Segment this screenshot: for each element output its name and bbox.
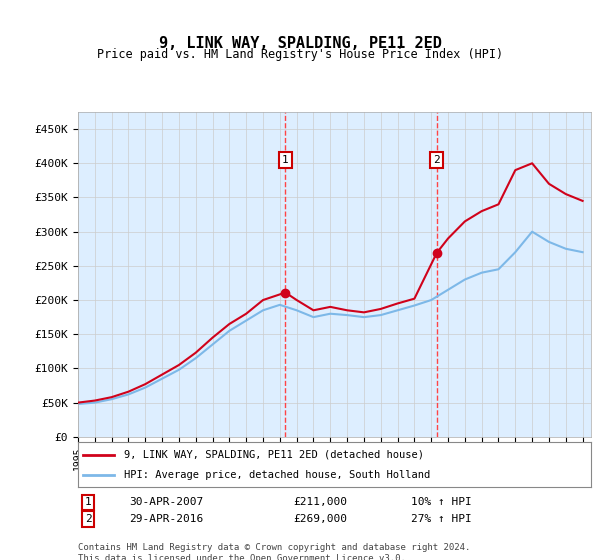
Text: 30-APR-2007: 30-APR-2007: [130, 497, 203, 507]
Text: 1: 1: [282, 155, 289, 165]
Text: 1: 1: [85, 497, 92, 507]
Text: Price paid vs. HM Land Registry's House Price Index (HPI): Price paid vs. HM Land Registry's House …: [97, 48, 503, 60]
Text: Contains HM Land Registry data © Crown copyright and database right 2024.
This d: Contains HM Land Registry data © Crown c…: [78, 543, 470, 560]
Text: 9, LINK WAY, SPALDING, PE11 2ED (detached house): 9, LINK WAY, SPALDING, PE11 2ED (detache…: [124, 450, 424, 460]
Text: £211,000: £211,000: [293, 497, 347, 507]
Text: 2: 2: [85, 514, 92, 524]
Text: HPI: Average price, detached house, South Holland: HPI: Average price, detached house, Sout…: [124, 470, 430, 480]
Text: 2: 2: [433, 155, 440, 165]
Text: 27% ↑ HPI: 27% ↑ HPI: [412, 514, 472, 524]
Text: 29-APR-2016: 29-APR-2016: [130, 514, 203, 524]
Text: 9, LINK WAY, SPALDING, PE11 2ED: 9, LINK WAY, SPALDING, PE11 2ED: [158, 36, 442, 52]
Text: 10% ↑ HPI: 10% ↑ HPI: [412, 497, 472, 507]
Text: £269,000: £269,000: [293, 514, 347, 524]
